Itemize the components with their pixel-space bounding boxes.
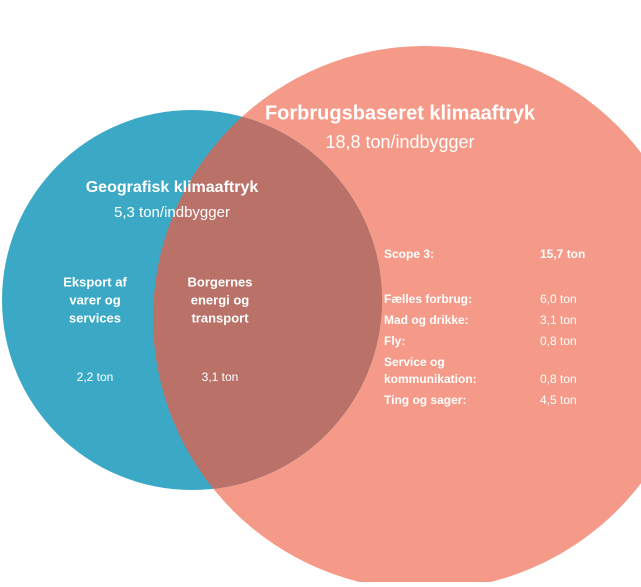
scope3-label: Scope 3: [384, 247, 434, 261]
region-value: 2,2 ton [77, 370, 114, 384]
item-label: Service og [384, 355, 445, 369]
item-label: Ting og sager: [384, 393, 466, 407]
geographic-value: 5,3 ton/indbygger [114, 204, 230, 221]
overlap [153, 110, 382, 490]
item-value: 0,8 ton [540, 372, 577, 386]
region-label: services [69, 310, 121, 325]
region-label: Borgernes [187, 274, 252, 289]
consumption-value: 18,8 ton/indbygger [325, 132, 474, 152]
region-value: 3,1 ton [202, 370, 239, 384]
region-label: varer og [69, 292, 120, 307]
item-value: 0,8 ton [540, 334, 577, 348]
scope3-value: 15,7 ton [540, 247, 585, 261]
item-label: kommunikation: [384, 372, 477, 386]
consumption-title: Forbrugsbaseret klimaaftryk [265, 102, 536, 124]
item-label: Fly: [384, 334, 405, 348]
region-label: energi og [191, 292, 250, 307]
item-label: Mad og drikke: [384, 313, 469, 327]
item-value: 6,0 ton [540, 292, 577, 306]
item-label: Fælles forbrug: [384, 292, 472, 306]
region-label: transport [191, 310, 249, 325]
item-value: 3,1 ton [540, 313, 577, 327]
geographic-title: Geografisk klimaaftryk [86, 179, 259, 196]
region-label: Eksport af [63, 274, 127, 289]
item-value: 4,5 ton [540, 393, 577, 407]
